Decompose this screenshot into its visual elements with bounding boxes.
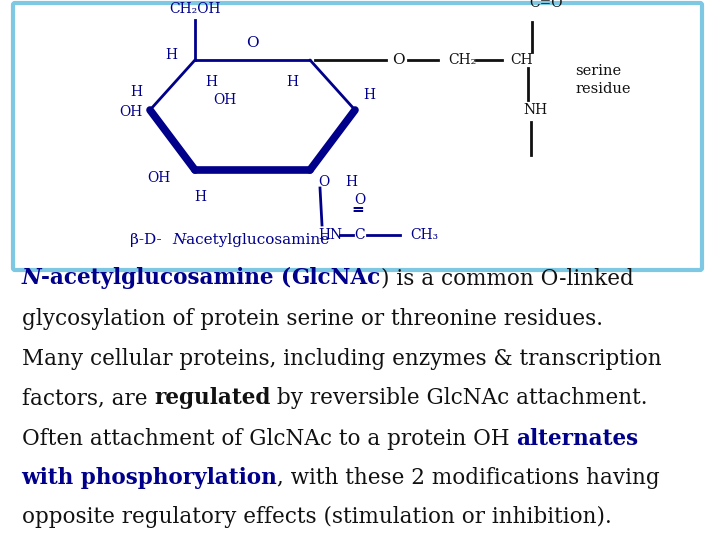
Text: Many cellular proteins, including enzymes & transcription: Many cellular proteins, including enzyme… (22, 348, 661, 370)
Text: ) is a common O-linked: ) is a common O-linked (381, 267, 634, 289)
Text: OH: OH (213, 93, 236, 107)
Text: CH₃: CH₃ (410, 228, 438, 242)
Text: C: C (355, 228, 365, 242)
Text: CH₂OH: CH₂OH (169, 2, 221, 16)
Text: H: H (165, 48, 177, 62)
Text: , with these 2 modifications having: , with these 2 modifications having (277, 467, 660, 489)
Text: -acetylglucosamine (: -acetylglucosamine ( (41, 267, 292, 289)
Text: CH₂: CH₂ (448, 53, 476, 67)
Text: =: = (351, 202, 364, 217)
Text: OH: OH (119, 105, 142, 119)
Text: H: H (363, 88, 375, 102)
Text: H: H (130, 85, 142, 99)
Text: factors, are: factors, are (22, 387, 154, 409)
Text: O: O (246, 36, 258, 50)
Text: regulated: regulated (154, 387, 270, 409)
Text: O: O (354, 193, 366, 207)
Text: OH: OH (147, 171, 170, 185)
Text: N: N (172, 233, 185, 247)
Text: H: H (345, 175, 357, 189)
Text: O: O (392, 53, 405, 67)
Text: H: H (205, 75, 217, 89)
Text: -acetylglucosamine: -acetylglucosamine (181, 233, 329, 247)
Text: H: H (194, 190, 206, 204)
Text: GlcNAc: GlcNAc (292, 267, 381, 289)
Text: with phosphorylation: with phosphorylation (22, 467, 277, 489)
Text: HN: HN (318, 228, 342, 242)
Text: N: N (22, 267, 41, 289)
Text: H: H (286, 75, 298, 89)
Text: alternates: alternates (516, 428, 638, 450)
Text: CH: CH (510, 53, 533, 67)
Text: NH: NH (523, 103, 547, 117)
Text: serine
residue: serine residue (575, 64, 631, 96)
Text: C=O: C=O (529, 0, 562, 10)
Text: opposite regulatory effects (stimulation or inhibition).: opposite regulatory effects (stimulation… (22, 505, 611, 528)
FancyBboxPatch shape (13, 3, 702, 270)
Text: Often attachment of GlcNAc to a protein OH: Often attachment of GlcNAc to a protein … (22, 428, 516, 450)
Text: glycosylation of protein serine or threonine residues.: glycosylation of protein serine or threo… (22, 308, 603, 330)
Text: β-D-: β-D- (130, 233, 161, 247)
Text: O: O (318, 175, 329, 189)
Text: by reversible GlcNAc attachment.: by reversible GlcNAc attachment. (270, 387, 648, 409)
